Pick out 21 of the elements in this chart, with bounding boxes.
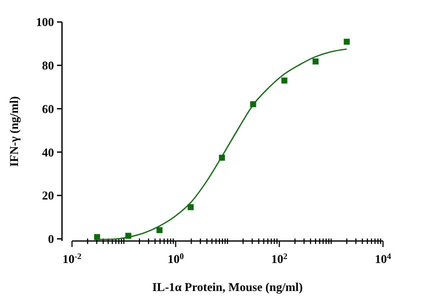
point: [344, 38, 350, 45]
point: [250, 101, 256, 108]
y-axis-title: IFN-γ (ng/ml): [7, 96, 21, 167]
point: [125, 232, 132, 239]
y-tick-label: 0: [48, 232, 54, 246]
y-tick-label: 80: [42, 58, 54, 73]
point: [94, 234, 100, 240]
x-tick-label: 10$^{-2}$: [62, 252, 82, 266]
x-tick-label: 10$^{4}$: [374, 252, 392, 266]
y-tick-label: 20: [42, 188, 54, 203]
x-tick-label: 10$^{2}$: [271, 252, 288, 266]
x-axis-title: IL-1α Protein, Mouse (ng/ml): [152, 280, 303, 294]
x-tick-label: 10$^{0}$: [168, 252, 184, 266]
point: [312, 58, 319, 64]
point: [218, 154, 225, 161]
point: [188, 204, 194, 210]
y-tick-label: 40: [42, 145, 54, 160]
y-tick-label: 60: [42, 102, 54, 116]
point: [156, 227, 163, 234]
point: [281, 78, 288, 84]
y-tick-label: 100: [36, 15, 54, 30]
